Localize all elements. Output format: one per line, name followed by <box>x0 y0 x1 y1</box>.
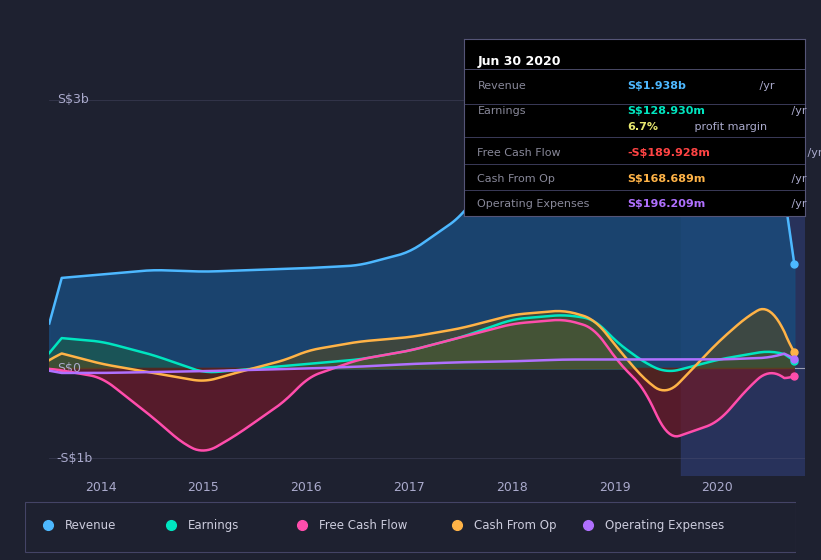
Text: Earnings: Earnings <box>188 519 240 532</box>
Text: /yr: /yr <box>787 174 806 184</box>
Text: S$0: S$0 <box>57 362 80 375</box>
Text: S$196.209m: S$196.209m <box>627 199 706 209</box>
Text: /yr: /yr <box>787 106 806 116</box>
Text: -S$189.928m: -S$189.928m <box>627 148 710 158</box>
Text: /yr: /yr <box>787 199 806 209</box>
Text: Operating Expenses: Operating Expenses <box>605 519 724 532</box>
Text: -S$1b: -S$1b <box>57 451 93 465</box>
FancyBboxPatch shape <box>25 502 796 552</box>
Text: Cash From Op: Cash From Op <box>474 519 557 532</box>
Text: profit margin: profit margin <box>691 123 768 132</box>
Text: Operating Expenses: Operating Expenses <box>478 199 589 209</box>
Text: S$168.689m: S$168.689m <box>627 174 706 184</box>
Text: S$128.930m: S$128.930m <box>627 106 705 116</box>
Text: Revenue: Revenue <box>478 81 526 91</box>
Text: S$3b: S$3b <box>57 93 89 106</box>
Text: /yr: /yr <box>804 148 821 158</box>
Text: S$1.938b: S$1.938b <box>627 81 686 91</box>
Text: 6.7%: 6.7% <box>627 123 658 132</box>
Text: Free Cash Flow: Free Cash Flow <box>478 148 561 158</box>
Text: Earnings: Earnings <box>478 106 526 116</box>
Text: Jun 30 2020: Jun 30 2020 <box>478 55 561 68</box>
Text: Cash From Op: Cash From Op <box>478 174 555 184</box>
Text: Free Cash Flow: Free Cash Flow <box>319 519 408 532</box>
Text: /yr: /yr <box>755 81 774 91</box>
Text: Revenue: Revenue <box>65 519 116 532</box>
Bar <box>681 73 805 476</box>
